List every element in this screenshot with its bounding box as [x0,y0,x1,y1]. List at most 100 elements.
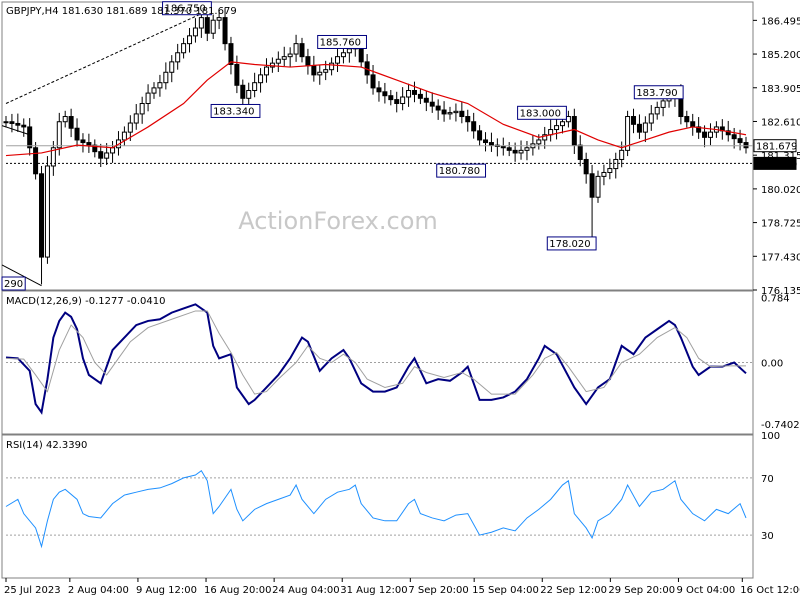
candle-body [104,152,110,159]
candle-body [33,147,39,175]
candle-body [44,165,50,258]
candle-body [263,66,269,76]
candle-body [400,96,406,105]
candle-body [252,82,258,91]
candle-body [376,87,382,93]
x-tick-label: 16 Oct 12:00 [740,585,800,596]
macd-signal-line [5,310,746,395]
candle-body [512,149,518,154]
candle-body [86,142,92,146]
watermark: ActionForex.com [238,207,438,235]
candle-body [607,168,613,173]
candle-body [636,123,642,133]
candle-body [642,122,648,133]
rsi-y-tick-label: 100 [761,431,780,442]
candle-body [329,62,335,71]
x-tick-label: 15 Sep 04:00 [472,585,539,596]
candle-body [619,149,625,160]
rsi-y-tick-label: 70 [761,474,774,485]
candle-body [554,125,560,131]
candle-body [21,124,27,128]
candle-body [565,116,571,123]
candle-body [625,116,631,151]
candle-body [240,84,246,99]
candle-body [258,74,264,84]
candle-body [743,142,749,149]
candle-body [3,121,9,124]
price-y-tick-label: 181.315 [761,151,800,162]
candle-body [317,71,323,76]
annotation-box [436,163,487,178]
candle-body [500,145,506,149]
price-y-tick-label: 180.020 [761,185,800,196]
price-panel-header: GBPJPY,H4 181.630 181.689 181.370 181.67… [6,6,237,17]
candle-body [127,122,133,133]
macd-y-tick-label: 0.784 [761,293,790,304]
annotation-box [546,236,597,251]
candle-body [39,173,45,258]
candle-body [737,138,743,144]
macd-y-axis: 0.784 0.00 -0.7402 [6,293,800,431]
price-y-tick-label: 183.905 [761,84,800,95]
candle-body [595,175,601,198]
annotation-label: 180.780 [439,166,480,177]
candle-body [477,130,483,141]
annotation-box [162,1,212,16]
candle-body [524,147,530,151]
candle-body [707,131,713,138]
price-y-axis: 186.495 185.200 183.905 182.610 181.315 180.0… [753,16,800,297]
candle-body [169,61,175,73]
candle-body [228,43,234,65]
candle-body [275,58,281,64]
candle-body [370,74,376,89]
candle-body [187,35,193,45]
macd-lines [5,303,747,415]
price-y-tick-label: 178.725 [761,219,800,230]
macd-y-tick-label: -0.7402 [761,420,800,431]
candle-body [488,142,494,146]
price-candles [3,7,749,285]
rsi-panel-header: RSI(14) 42.3390 [6,440,87,451]
candle-body [110,147,116,154]
candle-body [577,144,583,160]
candle-body [465,116,471,123]
candle-body [9,121,15,124]
macd-panel-header: MACD(12,26,9) -0.1277 -0.0410 [6,296,166,307]
candle-body [441,109,447,115]
candle-body [417,93,423,99]
candle-body [660,100,666,108]
candle-body [654,106,660,115]
candle-body [684,116,690,123]
candle-body [293,43,299,55]
candle-body [453,110,459,114]
candle-body [299,43,305,58]
x-tick-label: 31 Aug 12:00 [340,585,407,596]
annotation-box [317,34,367,49]
candle-body [281,56,287,60]
candle-body [234,63,240,86]
candle-body [163,71,169,84]
candle-body [725,130,731,136]
candle-body [583,158,589,175]
candle-body [145,92,151,105]
annotation-box [1,276,26,291]
candle-body [471,121,477,132]
annotation-label: 178.020 [549,239,590,250]
candle-body [423,97,429,103]
price-y-tick-label: 177.430 [761,252,800,263]
channel-upper-line [1,125,30,136]
candle-body [702,131,708,138]
candle-body [571,116,577,146]
support-price-label-box [753,156,797,170]
candle-body [696,126,702,133]
candle-body [157,82,163,89]
candle-body [80,139,86,144]
candle-body [648,113,654,124]
candle-body [506,147,512,151]
support-price-label: 181.000 [756,159,797,170]
price-y-tick-label: 176.135 [761,286,800,297]
candle-body [589,173,595,198]
x-tick-label: 9 Oct 04:00 [676,585,735,596]
candle-body [429,101,435,107]
